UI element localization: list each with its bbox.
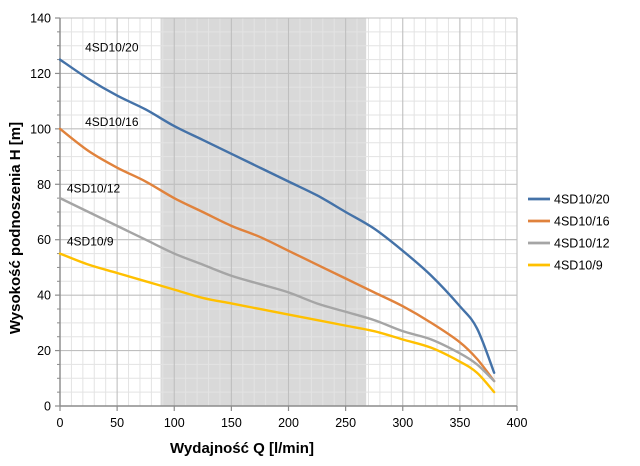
series-inline-label: 4SD10/16 [85, 115, 139, 129]
x-tick-label: 350 [449, 416, 470, 430]
x-tick-label: 50 [110, 416, 124, 430]
y-tick-label: 140 [30, 12, 51, 26]
series-inline-label: 4SD10/12 [67, 182, 121, 196]
x-tick-label: 150 [221, 416, 242, 430]
series-curve [58, 252, 496, 394]
series-inline-label: 4SD10/20 [85, 40, 139, 54]
legend-item[interactable]: 4SD10/9 [528, 259, 603, 273]
inline-series-labels: 4SD10/20 4SD10/16 4SD10/12 4SD10/9 [67, 40, 139, 248]
y-tick-label: 60 [37, 233, 51, 247]
series-inline-label: 4SD10/9 [67, 234, 114, 248]
x-tick-label: 400 [507, 416, 528, 430]
axis-ticks [55, 17, 518, 411]
x-axis-tick-labels: 0 50 100 150 200 250 300 350 400 [57, 416, 528, 430]
x-tick-label: 250 [335, 416, 356, 430]
x-tick-label: 300 [392, 416, 413, 430]
legend-label: 4SD10/16 [554, 215, 610, 229]
y-tick-label: 100 [30, 122, 51, 136]
y-axis-tick-labels: 0 20 40 60 80 100 120 140 [30, 12, 51, 414]
series-curves [58, 58, 496, 394]
series-curve [58, 127, 496, 383]
chart-legend: 4SD10/20 4SD10/16 4SD10/12 4SD10/9 [528, 193, 610, 273]
y-tick-label: 40 [37, 289, 51, 303]
x-tick-label: 200 [278, 416, 299, 430]
series-curve [58, 196, 496, 383]
y-tick-label: 20 [37, 344, 51, 358]
x-tick-label: 0 [57, 416, 64, 430]
legend-label: 4SD10/9 [554, 259, 603, 273]
series-curve [58, 58, 496, 374]
y-tick-label: 0 [44, 400, 51, 414]
legend-item[interactable]: 4SD10/20 [528, 193, 610, 207]
y-tick-label: 80 [37, 178, 51, 192]
x-tick-label: 100 [164, 416, 185, 430]
x-axis-title: Wydajność Q [l/min] [170, 440, 314, 457]
legend-item[interactable]: 4SD10/12 [528, 237, 610, 251]
legend-item[interactable]: 4SD10/16 [528, 215, 610, 229]
y-tick-label: 120 [30, 67, 51, 81]
legend-label: 4SD10/12 [554, 237, 610, 251]
legend-label: 4SD10/20 [554, 193, 610, 207]
y-axis-title: Wysokość podnoszenia H [m] [7, 122, 24, 334]
